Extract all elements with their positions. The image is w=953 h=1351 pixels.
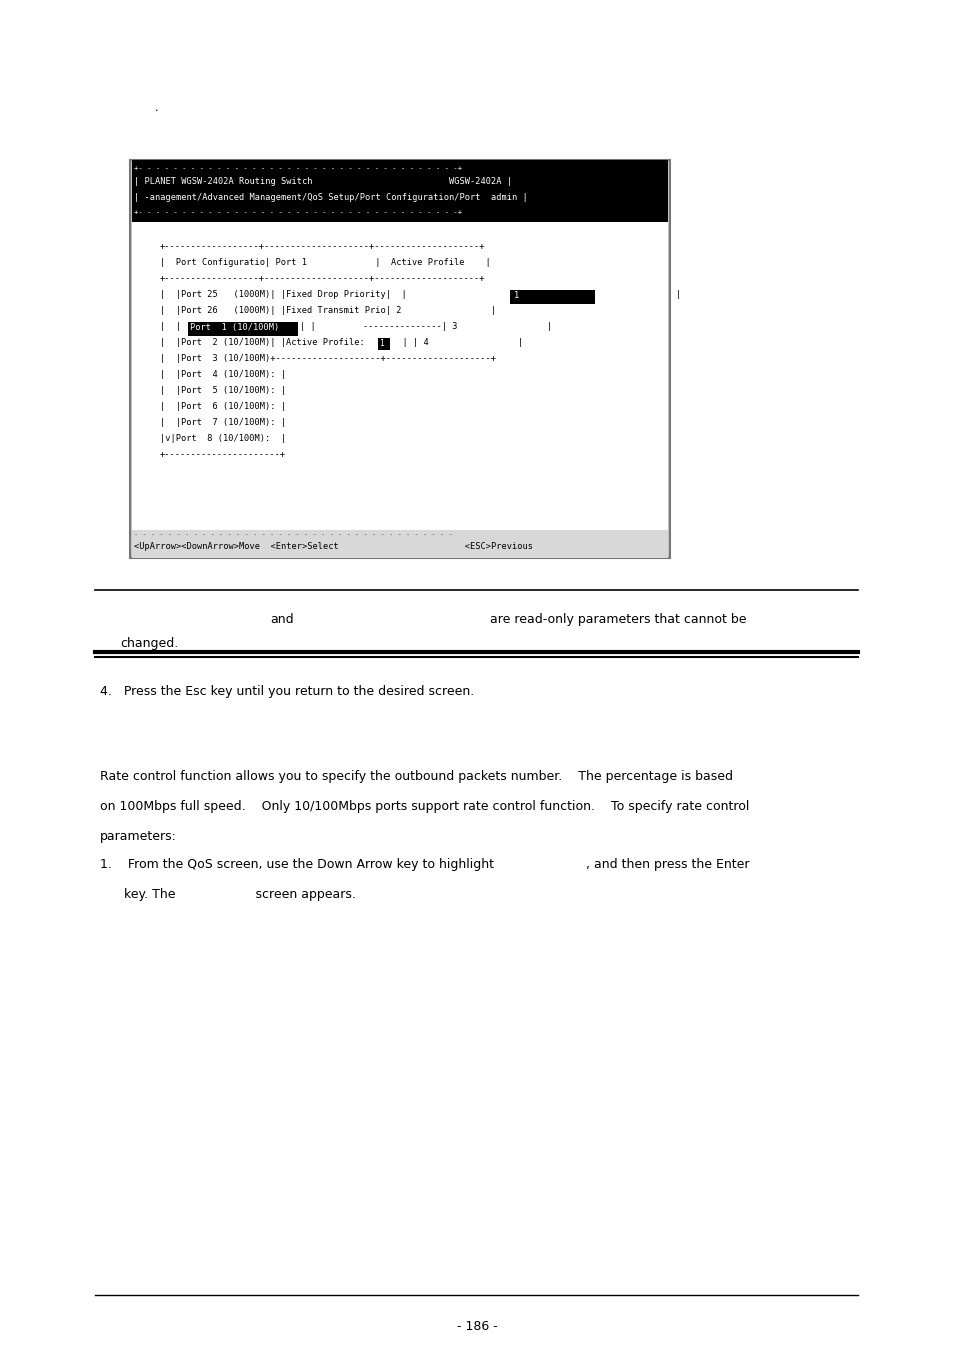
Text: |  |: | |	[160, 322, 181, 331]
FancyBboxPatch shape	[132, 159, 667, 222]
Text: are read-only parameters that cannot be: are read-only parameters that cannot be	[490, 613, 745, 626]
Text: 1: 1	[378, 339, 383, 349]
Text: and: and	[270, 613, 294, 626]
Text: 1.    From the QoS screen, use the Down Arrow key to highlight                  : 1. From the QoS screen, use the Down Arr…	[100, 858, 749, 871]
Text: Rate control function allows you to specify the outbound packets number.    The : Rate control function allows you to spec…	[100, 770, 732, 784]
Text: on 100Mbps full speed.    Only 10/100Mbps ports support rate control function.  : on 100Mbps full speed. Only 10/100Mbps p…	[100, 800, 749, 813]
Text: | PLANET WGSW-2402A Routing Switch                          WGSW-2402A |: | PLANET WGSW-2402A Routing Switch WGSW-…	[133, 177, 512, 186]
Text: |  |Port 25   (1000M)| |Fixed Drop Priority|  |: | |Port 25 (1000M)| |Fixed Drop Priority…	[160, 290, 406, 299]
FancyBboxPatch shape	[130, 159, 669, 558]
Text: |  |Port  2 (10/100M)| |Active Profile:: | |Port 2 (10/100M)| |Active Profile:	[160, 338, 370, 347]
FancyBboxPatch shape	[132, 222, 667, 530]
Text: key. The                    screen appears.: key. The screen appears.	[100, 888, 355, 901]
Text: |  |Port  7 (10/100M): |: | |Port 7 (10/100M): |	[160, 417, 286, 427]
Text: <UpArrow><DownArrow>Move  <Enter>Select                        <ESC>Previous: <UpArrow><DownArrow>Move <Enter>Select <…	[133, 542, 533, 551]
FancyBboxPatch shape	[377, 338, 390, 350]
Text: changed.: changed.	[120, 638, 178, 650]
Text: | |         ---------------| 3                 |: | | ---------------| 3 |	[299, 322, 552, 331]
Text: |  |Port  5 (10/100M): |: | |Port 5 (10/100M): |	[160, 386, 286, 394]
FancyBboxPatch shape	[510, 290, 595, 304]
Text: 1: 1	[514, 290, 518, 300]
FancyBboxPatch shape	[132, 530, 667, 558]
Text: 4.   Press the Esc key until you return to the desired screen.: 4. Press the Esc key until you return to…	[100, 685, 474, 698]
Text: parameters:: parameters:	[100, 830, 176, 843]
Text: Port  1 (10/100M): Port 1 (10/100M)	[190, 323, 279, 332]
Text: |: |	[597, 290, 680, 299]
Text: +- - - - - - - - - - - - - - - - - - - - - - - - - - - - - - - - - - - - -+: +- - - - - - - - - - - - - - - - - - - -…	[133, 165, 461, 172]
Text: |  |Port  3 (10/100M)+--------------------+--------------------+: | |Port 3 (10/100M)+--------------------…	[160, 354, 496, 363]
Text: +- - - - - - - - - - - - - - - - - - - - - - - - - - - - - - - - - - - - -+: +- - - - - - - - - - - - - - - - - - - -…	[133, 209, 461, 215]
Text: +------------------+--------------------+--------------------+: +------------------+--------------------…	[160, 274, 485, 282]
Text: |  |Port  4 (10/100M): |: | |Port 4 (10/100M): |	[160, 370, 286, 380]
Text: - 186 -: - 186 -	[456, 1320, 497, 1333]
Text: +------------------+--------------------+--------------------+: +------------------+--------------------…	[160, 242, 485, 251]
Text: |  Port Configuratio| Port 1             |  Active Profile    |: | Port Configuratio| Port 1 | Active Pro…	[160, 258, 490, 267]
Text: +----------------------+: +----------------------+	[160, 450, 286, 459]
Text: | | 4                 |: | | 4 |	[392, 338, 522, 347]
FancyBboxPatch shape	[188, 322, 297, 336]
Text: .: .	[154, 103, 158, 113]
Text: |  |Port 26   (1000M)| |Fixed Transmit Prio| 2                 |: | |Port 26 (1000M)| |Fixed Transmit Prio…	[160, 305, 496, 315]
Text: | -anagement/Advanced Management/QoS Setup/Port Configuration/Port  admin |: | -anagement/Advanced Management/QoS Set…	[133, 193, 527, 203]
Text: |v|Port  8 (10/100M):  |: |v|Port 8 (10/100M): |	[160, 434, 286, 443]
Text: - - - - - - - - - - - - - - - - - - - - - - - - - - - - - - - - - - - - - -: - - - - - - - - - - - - - - - - - - - - …	[133, 531, 453, 536]
Text: |  |Port  6 (10/100M): |: | |Port 6 (10/100M): |	[160, 403, 286, 411]
